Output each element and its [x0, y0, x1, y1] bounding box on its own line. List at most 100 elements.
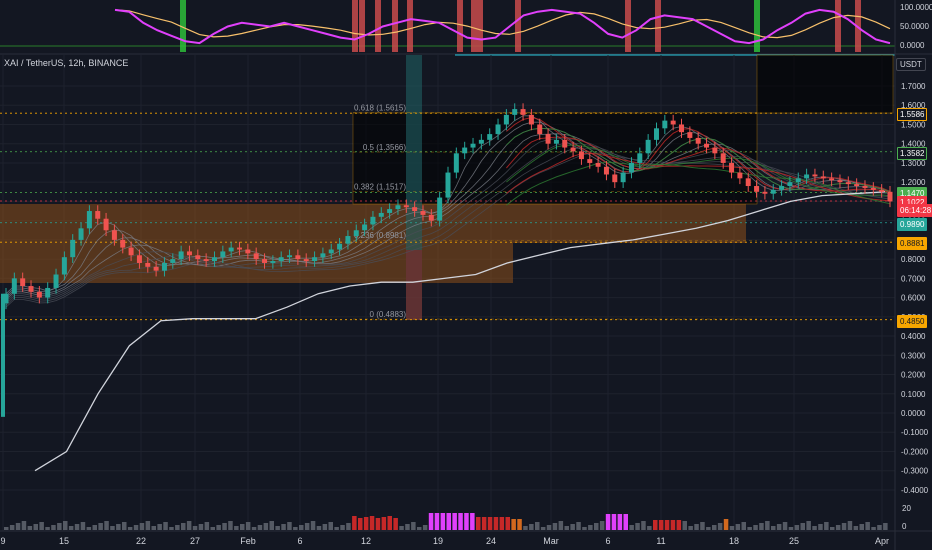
candle-body	[829, 178, 835, 181]
candle-body	[186, 251, 192, 256]
time-axis-label: 18	[729, 536, 739, 546]
candle-body	[503, 114, 509, 125]
volume-bar	[393, 518, 398, 530]
price-axis-label: 0.4000	[901, 332, 926, 341]
volume-bar	[676, 520, 682, 530]
candle-body	[103, 218, 109, 231]
volume-bar	[564, 526, 569, 530]
candle-body	[328, 249, 334, 254]
volume-bar	[204, 522, 210, 530]
candle-body	[445, 172, 451, 198]
volume-bar	[629, 525, 634, 530]
candle-body	[804, 174, 810, 179]
price-axis[interactable]: 1.70001.60001.50001.40001.30001.20001.10…	[901, 82, 929, 495]
volume-axis-label: 20	[902, 504, 911, 513]
candle-body	[345, 236, 351, 244]
time-axis[interactable]: 9 15 22 27 Feb 6 12 19 24 Mar 6 11 18 25 Apr	[0, 536, 889, 546]
candle-body	[745, 178, 751, 187]
candle-body	[670, 120, 676, 125]
candle-body	[679, 124, 685, 133]
candle-body	[620, 172, 626, 183]
volume-bar	[883, 523, 888, 530]
volume-bar	[588, 525, 593, 530]
candle-body	[136, 255, 142, 263]
volume-bar	[358, 518, 363, 530]
candle-body	[862, 186, 868, 188]
volume-bar	[771, 526, 776, 530]
candle-body	[612, 174, 618, 183]
time-axis-label: 27	[190, 536, 200, 546]
volume-bar	[481, 517, 487, 530]
fib-label: 0.236 (0.8981)	[354, 231, 406, 240]
volume-bar	[4, 527, 9, 530]
ribbon-line	[5, 142, 891, 304]
volume-bar	[293, 527, 298, 530]
candle-body	[653, 128, 659, 140]
trailing-stop-line	[34, 191, 886, 472]
candle-body	[220, 251, 226, 258]
volume-bar	[192, 526, 198, 530]
price-axis-label: -0.2000	[901, 447, 929, 456]
volume-bar	[818, 524, 823, 530]
candle-body	[587, 159, 593, 163]
candle-body	[478, 139, 484, 144]
price-axis-label: 0.0000	[901, 409, 926, 418]
oscillator-main-line	[114, 8, 891, 45]
price-axis-label: -0.1000	[901, 428, 929, 437]
target-box	[756, 54, 894, 114]
volume-bar	[830, 527, 835, 530]
volume-bar	[63, 521, 68, 530]
volume-bar	[21, 521, 27, 530]
ribbon-line	[506, 152, 891, 202]
volume-bar	[116, 524, 121, 530]
volume-bar	[334, 527, 339, 530]
oscillator-signal-line	[114, 9, 891, 39]
volume-bar	[806, 521, 811, 530]
volume-bar	[287, 522, 292, 530]
volume-bar	[570, 524, 575, 530]
candle-body	[854, 184, 860, 187]
volume-bar	[599, 521, 605, 530]
volume-bar	[92, 525, 97, 530]
candle-body	[779, 186, 785, 190]
fib-label: 0.5 (1.3566)	[363, 143, 406, 152]
volume-bar	[139, 523, 145, 530]
candle-body	[78, 228, 84, 240]
ribbon-line	[5, 152, 891, 308]
fib-label: 0.618 (1.5615)	[354, 104, 406, 113]
volume-bar	[812, 526, 817, 530]
candle-body	[495, 124, 501, 135]
candle-body	[762, 191, 768, 194]
time-axis-label: 19	[433, 536, 443, 546]
volume-bar	[110, 526, 115, 530]
volume-bar	[157, 524, 162, 530]
candle-body	[562, 139, 568, 148]
candle-body	[1, 293, 5, 417]
volume-bar	[605, 514, 611, 530]
candle-body	[428, 214, 434, 221]
volume-bar	[476, 517, 481, 530]
volume-bar	[51, 525, 56, 530]
candle-body	[70, 239, 76, 258]
candle-body	[695, 137, 701, 144]
volume-bar	[558, 521, 564, 530]
volume-bar	[576, 522, 581, 530]
price-axis-label: 1.4000	[901, 140, 926, 149]
fib-label: 0 (0.4883)	[370, 310, 407, 319]
horizontal-levels	[0, 112, 895, 321]
volume-bar	[228, 521, 233, 530]
volume-bar	[417, 527, 422, 530]
volume-bar	[163, 522, 168, 530]
candle-body	[879, 189, 885, 192]
volume-bar	[9, 525, 15, 530]
volume-bar	[175, 525, 180, 530]
currency-button[interactable]: USDT	[896, 58, 926, 71]
volume-bar	[440, 513, 446, 530]
volume-bar	[369, 516, 375, 530]
volume-bars	[4, 513, 888, 530]
volume-bar	[535, 522, 540, 530]
volume-bar	[122, 522, 127, 530]
volume-bar	[434, 513, 440, 530]
volume-bar	[735, 524, 741, 530]
